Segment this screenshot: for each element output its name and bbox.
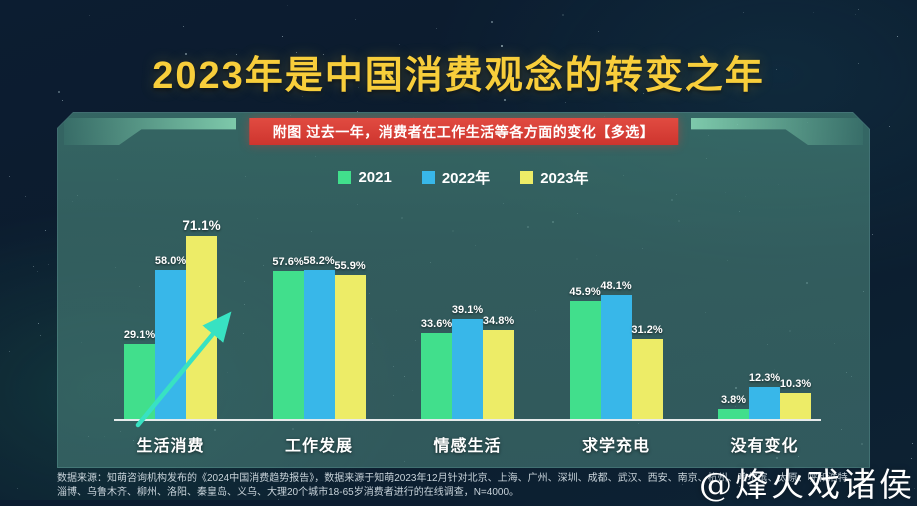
watermark: @烽火戏诸侯 <box>699 465 915 504</box>
legend-swatch-icon <box>338 171 351 184</box>
bar <box>749 387 780 419</box>
footnote-line-2: 淄博、乌鲁木齐、柳州、洛阳、秦皇岛、义乌、大理20个城市18-65岁消费者进行的… <box>57 486 520 498</box>
bar-column: 55.9% <box>335 260 366 419</box>
category-label: 生活消费 <box>136 438 205 455</box>
bar-value-label: 10.3% <box>779 378 812 390</box>
bar-value-label: 12.3% <box>748 372 781 384</box>
legend-swatch-icon <box>520 171 533 184</box>
bar-group: 3.8% 12.3% 10.3% <box>718 372 811 419</box>
bar-column: 71.1% <box>186 218 217 419</box>
legend-label: 2023年 <box>540 170 589 187</box>
bar-column: 58.2% <box>304 255 335 419</box>
chart-caption: 附图 过去一年，消费者在工作生活等各方面的变化【多选】 <box>249 118 678 145</box>
bar <box>155 270 186 419</box>
category-axis: 生活消费 工作发展 情感生活 求学充电 没有变化 <box>114 432 821 456</box>
category-label: 情感生活 <box>433 438 502 455</box>
bar-value-label: 58.2% <box>303 255 335 267</box>
bar <box>483 330 514 419</box>
bar-value-label: 55.9% <box>334 260 366 272</box>
bar-column: 45.9% <box>570 286 601 419</box>
bar <box>632 339 663 419</box>
bar <box>718 409 749 419</box>
bar-column: 34.8% <box>483 315 514 419</box>
bar-value-label: 34.8% <box>482 315 515 327</box>
chart-panel: 附图 过去一年，消费者在工作生活等各方面的变化【多选】 2021 2022年 202… <box>58 113 869 467</box>
banner-decor-right <box>691 118 863 145</box>
bar-column: 57.6% <box>273 256 304 419</box>
data-source-footnote: 数据来源：知萌咨询机构发布的《2024中国消费趋势报告》，数据来源于知萌2023… <box>57 472 915 499</box>
bar <box>601 295 632 419</box>
bar-group: 57.6% 58.2% 55.9% <box>273 255 366 419</box>
bar-value-label: 58.0% <box>154 255 187 267</box>
bar-value-label: 48.1% <box>600 280 632 292</box>
bar-column: 29.1% <box>124 329 155 419</box>
bar-group: 45.9% 48.1% 31.2% <box>570 280 663 419</box>
bar <box>452 319 483 419</box>
bar <box>186 236 217 419</box>
legend-swatch-icon <box>422 171 435 184</box>
legend-item: 2021 <box>338 167 391 188</box>
bar <box>304 270 335 419</box>
bar-value-label: 71.1% <box>182 218 221 233</box>
bar-column: 31.2% <box>632 324 663 419</box>
category-label: 工作发展 <box>284 438 353 455</box>
legend-label: 2021 <box>358 169 392 186</box>
bar-column: 39.1% <box>452 304 483 419</box>
bar-value-label: 39.1% <box>451 304 484 316</box>
bar-chart: 29.1% 58.0% 71.1% 57.6% 58.2% 55.9% 33.6% 39.1%… <box>114 213 821 456</box>
page-title: 2023年是中国消费观念的转变之年 <box>152 55 765 97</box>
banner-decor-left <box>64 118 236 145</box>
bar-column: 48.1% <box>601 280 632 419</box>
legend-label: 2022年 <box>441 170 491 187</box>
bar-column: 33.6% <box>421 318 452 419</box>
bar <box>570 301 601 419</box>
bar-column: 58.0% <box>155 255 186 419</box>
bar <box>335 275 366 419</box>
legend-item: 2023年 <box>520 167 588 188</box>
bar <box>124 344 155 419</box>
bar-column: 3.8% <box>718 394 749 419</box>
bar-value-label: 45.9% <box>569 286 601 298</box>
bar <box>273 271 304 419</box>
caption-banner: 附图 过去一年，消费者在工作生活等各方面的变化【多选】 <box>64 118 863 145</box>
chart-legend: 2021 2022年 2023年 <box>58 167 869 188</box>
plot-area: 29.1% 58.0% 71.1% 57.6% 58.2% 55.9% 33.6% 39.1%… <box>114 213 821 419</box>
category-label: 求学充电 <box>581 438 650 455</box>
bar <box>421 333 452 419</box>
bar <box>780 393 811 419</box>
x-axis-line <box>114 419 821 421</box>
bar-group: 29.1% 58.0% 71.1% <box>124 218 217 419</box>
bar-value-label: 33.6% <box>420 318 453 330</box>
bar-column: 12.3% <box>749 372 780 419</box>
bar-value-label: 29.1% <box>123 329 156 341</box>
bar-value-label: 57.6% <box>272 256 304 268</box>
bar-value-label: 31.2% <box>631 324 663 336</box>
category-label: 没有变化 <box>730 438 799 455</box>
footnote-line-1: 数据来源：知萌咨询机构发布的《2024中国消费趋势报告》，数据来源于知萌2023… <box>57 473 858 484</box>
bar-group: 33.6% 39.1% 34.8% <box>421 304 514 419</box>
chart-panel-border: 附图 过去一年，消费者在工作生活等各方面的变化【多选】 2021 2022年 202… <box>57 112 870 468</box>
legend-item: 2022年 <box>422 167 490 188</box>
bar-column: 10.3% <box>780 378 811 419</box>
bar-value-label: 3.8% <box>720 394 747 406</box>
